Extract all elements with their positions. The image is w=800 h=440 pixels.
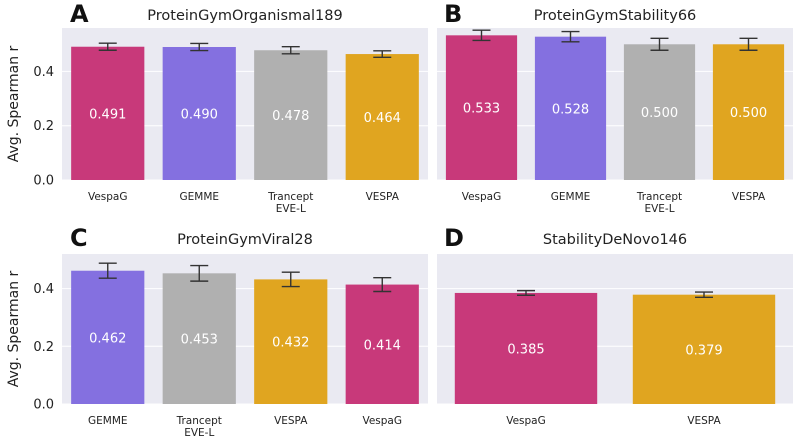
panel-a-value-label-0: 0.491	[89, 107, 126, 122]
panel-b-category-label-2-line-0: Trancept	[636, 191, 682, 203]
panel-c-value-label-2: 0.432	[272, 336, 309, 351]
panel-a-ylabel: Avg. Spearman r	[6, 45, 22, 162]
panel-a-category-label-1: GEMME	[179, 191, 219, 203]
panel-d-category-label-1: VESPA	[687, 415, 721, 427]
panel-c-category-label-0-line-0: GEMME	[88, 415, 128, 427]
panel-b-category-label-1-line-0: GEMME	[551, 191, 591, 203]
panel-b-category-label-3: VESPA	[732, 191, 766, 203]
panel-d-category-label-1-line-0: VESPA	[687, 415, 721, 427]
panel-a-value-label-3: 0.464	[364, 111, 401, 126]
panel-b-category-label-2: Trancept EVE-L	[636, 191, 682, 215]
panel-c-ylabel: Avg. Spearman r	[6, 270, 22, 387]
panel-b-value-label-2: 0.500	[641, 106, 678, 121]
panel-a-ytick-0: 0.0	[33, 174, 54, 189]
panel-c-category-label-1-line-1: EVE-L	[184, 427, 214, 439]
panel-d-letter: D	[444, 224, 464, 252]
panel-c-category-label-0: GEMME	[88, 415, 128, 427]
panel-d-category-label-0: VespaG	[506, 415, 546, 427]
panel-a-value-label-1: 0.490	[181, 108, 218, 123]
panel-b-category-label-0: VespaG	[462, 191, 502, 203]
panel-b-category-label-0-line-0: VespaG	[462, 191, 502, 203]
panel-b-title: ProteinGymStability66	[534, 8, 697, 24]
panel-b-value-label-3: 0.500	[730, 106, 767, 121]
panel-a-category-label-2-line-1: EVE-L	[276, 203, 306, 215]
panel-c-category-label-2: VESPA	[274, 415, 308, 427]
panel-b-bar-0	[445, 35, 518, 181]
panel-c-bar-2	[254, 279, 328, 404]
panel-d-value-label-1: 0.379	[685, 343, 722, 358]
panel-a-bar-0	[71, 46, 145, 180]
panel-b-bar-2	[623, 44, 696, 181]
panel-b-bar-1	[534, 36, 607, 180]
panel-a-category-label-0-line-0: VespaG	[88, 191, 128, 203]
panel-c-title: ProteinGymViral28	[177, 232, 313, 248]
panel-a-bar-3	[345, 54, 419, 180]
panel-b-value-label-1: 0.528	[552, 102, 589, 117]
panel-a-ytick-2: 0.4	[33, 65, 54, 80]
panel-b-letter: B	[444, 0, 462, 28]
panel-a-category-label-2: Trancept EVE-L	[267, 191, 313, 215]
panel-b-bar-3	[712, 44, 785, 181]
panel-c-bar-0	[71, 270, 145, 404]
panel-a-category-label-3-line-0: VESPA	[366, 191, 400, 203]
panel-a-ytick-1: 0.2	[33, 119, 54, 134]
panel-d-category-label-0-line-0: VespaG	[506, 415, 546, 427]
panel-b-category-label-1: GEMME	[551, 191, 591, 203]
panel-d-bar-0	[454, 292, 598, 404]
panel-c-ytick-0: 0.0	[33, 398, 54, 413]
panel-d-title: StabilityDeNovo146	[543, 232, 687, 248]
panel-c-category-label-2-line-0: VESPA	[274, 415, 308, 427]
panel-c-letter: C	[70, 224, 88, 252]
panel-c-category-label-3: VespaG	[362, 415, 402, 427]
panel-c-bar-3	[345, 284, 419, 404]
panel-a-category-label-0: VespaG	[88, 191, 128, 203]
panel-a-category-label-3: VESPA	[366, 191, 400, 203]
panel-d-value-label-0: 0.385	[507, 342, 544, 357]
panel-a-value-label-2: 0.478	[272, 109, 309, 124]
panel-b-value-label-0: 0.533	[463, 102, 500, 117]
panel-a-category-label-2-line-0: Trancept	[267, 191, 313, 203]
panel-a-category-label-1-line-0: GEMME	[179, 191, 219, 203]
panel-a-bar-2	[254, 50, 328, 180]
panel-a-letter: A	[70, 0, 89, 28]
panel-b-category-label-3-line-0: VESPA	[732, 191, 766, 203]
panel-d-bar-1	[632, 294, 776, 404]
panel-c-category-label-3-line-0: VespaG	[362, 415, 402, 427]
panel-c-bar-1	[162, 273, 236, 404]
panel-c-ytick-2: 0.4	[33, 282, 54, 297]
panel-c-category-label-1-line-0: Trancept	[176, 415, 222, 427]
panel-c-ytick-1: 0.2	[33, 340, 54, 355]
panel-b-category-label-2-line-1: EVE-L	[644, 203, 674, 215]
panel-c-value-label-0: 0.462	[89, 331, 126, 346]
panel-a-bar-1	[162, 47, 236, 180]
panel-c-value-label-3: 0.414	[364, 338, 401, 353]
panel-a-title: ProteinGymOrganismal189	[147, 8, 342, 24]
panel-c-value-label-1: 0.453	[181, 333, 218, 348]
panel-c-category-label-1: Trancept EVE-L	[176, 415, 222, 439]
